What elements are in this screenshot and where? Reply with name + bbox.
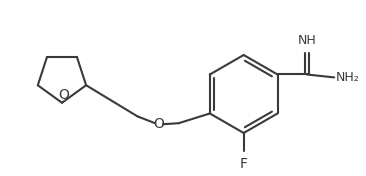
- Text: F: F: [240, 157, 248, 171]
- Text: NH₂: NH₂: [336, 71, 360, 84]
- Text: O: O: [59, 88, 69, 102]
- Text: O: O: [154, 117, 164, 131]
- Text: NH: NH: [298, 34, 316, 47]
